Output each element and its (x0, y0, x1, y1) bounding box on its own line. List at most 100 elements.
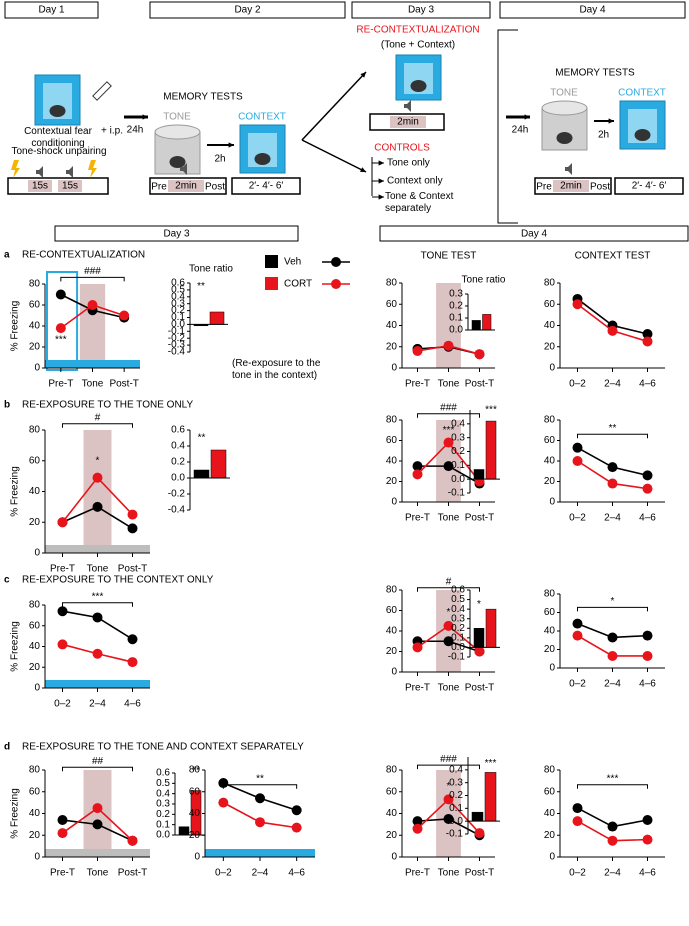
arrow-head (360, 167, 366, 172)
significance-label: *** (485, 405, 497, 416)
x-tick-label: 2–4 (604, 513, 621, 524)
y-tick-label: 0.1 (156, 819, 170, 830)
x-tick-label: Post-T (118, 868, 147, 879)
arrow-head (378, 160, 384, 166)
y-tick-label: 0.3 (171, 298, 185, 309)
arrow-head (360, 72, 366, 78)
y-tick-label: 60 (29, 620, 41, 631)
tone-band (83, 770, 112, 857)
injection-label: + i.p. (101, 126, 123, 137)
y-tick-label: -0.1 (448, 488, 466, 499)
bar (485, 608, 497, 648)
significance-label: *** (55, 334, 67, 345)
significance-label: * (96, 455, 100, 466)
data-point (474, 828, 485, 839)
y-tick-label: 0.3 (451, 613, 465, 624)
block-label: 15s (32, 181, 48, 192)
y-tick-label: 0 (391, 497, 397, 508)
x-tick-label: 2–4 (252, 868, 269, 879)
timeline-label: Post (590, 182, 610, 193)
x-tick-label: Tone (82, 379, 104, 390)
significance-bracket (62, 602, 133, 607)
day-box (4, 1, 99, 19)
mouse (49, 105, 66, 117)
significance-label: *** (485, 758, 497, 769)
y-tick-label: 20 (386, 476, 398, 487)
significance-bracket (577, 606, 648, 612)
significance-label: ** (192, 766, 200, 777)
y-tick-label: -0.1 (446, 829, 464, 840)
y-tick-label: 0 (34, 852, 40, 863)
gap-label: 2h (598, 130, 609, 141)
block-label: 15s (62, 181, 78, 192)
y-tick-label: 60 (544, 786, 556, 797)
control-option: Tone only (387, 158, 430, 169)
legend-label: Veh (284, 257, 301, 268)
x-tick-label: Post-T (118, 564, 147, 575)
y-tick-label: 60 (189, 786, 201, 797)
y-tick-label: 0 (549, 497, 555, 508)
x-tick-label: 2–4 (89, 699, 106, 710)
y-tick-label: 40 (29, 641, 41, 652)
data-point (291, 805, 302, 816)
data-point (255, 817, 265, 828)
data-point (291, 822, 302, 833)
y-tick-label: 80 (544, 278, 556, 289)
y-tick-label: 80 (544, 415, 556, 426)
data-point (607, 632, 618, 643)
x-tick-label: 4–6 (288, 868, 305, 879)
y-tick-label: 20 (29, 830, 41, 841)
significance-label: ## (92, 756, 104, 767)
data-point (607, 835, 618, 846)
y-tick-label: 0.5 (156, 778, 170, 789)
tone-block (28, 180, 52, 192)
x-tick-label: Post-T (465, 379, 494, 390)
panel-letter: b (4, 400, 10, 411)
data-point (55, 323, 66, 334)
section-label: Day 4 (521, 229, 548, 240)
y-tick-label: 80 (189, 765, 201, 776)
control-option: Context only (387, 176, 443, 187)
section-box (54, 225, 299, 242)
recontext-title: RE-CONTEXTUALIZATION (356, 25, 479, 36)
y-tick-label: 0.2 (156, 809, 170, 820)
floor-bar (45, 849, 150, 857)
y-tick-label: 60 (544, 607, 556, 618)
y-tick-label: -0.2 (168, 489, 186, 500)
data-point (412, 346, 423, 356)
data-point (642, 336, 653, 347)
y-tick-label: 40 (29, 808, 41, 819)
panel-letter: d (4, 742, 10, 753)
panel-title: RE-CONTEXTUALIZATION (22, 250, 145, 261)
data-point (412, 461, 423, 472)
floor-bar (45, 545, 150, 553)
arrow (301, 71, 367, 141)
day-label: Day 2 (234, 5, 261, 16)
y-tick-label: 20 (29, 517, 41, 528)
data-point (92, 803, 103, 814)
data-point (412, 642, 423, 653)
floor-bar (45, 680, 150, 688)
timeline-label: 2min (175, 181, 197, 192)
y-tick-label: 0.2 (449, 790, 463, 801)
significance-label: ### (84, 266, 101, 277)
bar (178, 826, 190, 836)
bar (473, 469, 485, 480)
y-tick-label: 40 (29, 321, 41, 332)
y-tick-label: 0 (34, 683, 40, 694)
bar (485, 420, 497, 480)
legend-marker (331, 279, 341, 289)
data-point (57, 517, 68, 528)
bar (471, 320, 481, 331)
x-tick-label: Pre-T (405, 513, 430, 524)
y-tick-label: 80 (29, 279, 41, 290)
data-point (55, 289, 66, 300)
y-tick-label: 0.4 (451, 418, 465, 429)
floor-bar (45, 360, 140, 368)
significance-bracket (222, 784, 298, 789)
bracket (497, 29, 518, 224)
bar (473, 628, 485, 648)
day-box (351, 1, 491, 19)
y-tick-label: 0.3 (156, 799, 170, 810)
y-tick-label: 80 (544, 589, 556, 600)
